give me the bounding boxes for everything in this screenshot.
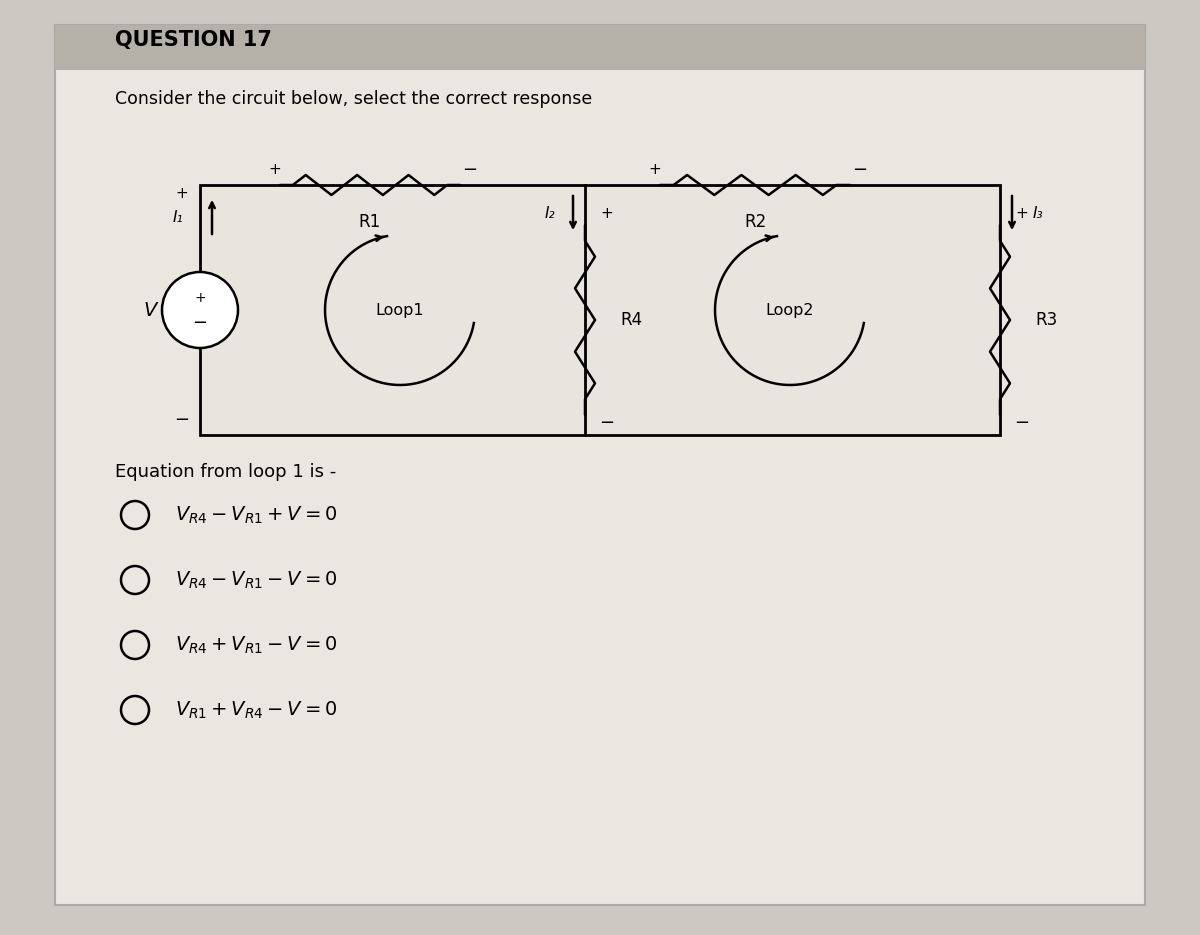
- Text: I₁: I₁: [173, 209, 184, 224]
- Text: −: −: [852, 161, 868, 179]
- Text: −: −: [174, 411, 190, 429]
- Text: QUESTION 17: QUESTION 17: [115, 30, 272, 50]
- Text: Loop1: Loop1: [376, 303, 425, 318]
- Text: R1: R1: [359, 213, 382, 231]
- FancyBboxPatch shape: [55, 25, 1145, 905]
- Text: +: +: [601, 206, 613, 221]
- Text: +: +: [649, 163, 661, 178]
- Text: I₂: I₂: [545, 206, 556, 221]
- Text: I₃: I₃: [1033, 206, 1043, 221]
- Text: R2: R2: [744, 213, 766, 231]
- Circle shape: [162, 272, 238, 348]
- Text: +: +: [1015, 206, 1028, 221]
- Text: −: −: [1014, 414, 1030, 432]
- Text: +: +: [269, 163, 281, 178]
- Text: Equation from loop 1 is -: Equation from loop 1 is -: [115, 463, 336, 481]
- Text: R4: R4: [620, 311, 642, 329]
- Text: −: −: [462, 161, 478, 179]
- Text: Consider the circuit below, select the correct response: Consider the circuit below, select the c…: [115, 90, 593, 108]
- Text: −: −: [192, 314, 208, 332]
- Text: $V_{R4} + V_{R1} - V = 0$: $V_{R4} + V_{R1} - V = 0$: [175, 634, 337, 655]
- Text: R3: R3: [1034, 311, 1057, 329]
- Bar: [55, 25, 1145, 70]
- Text: V: V: [143, 300, 157, 320]
- Text: $V_{R1} + V_{R4} - V = 0$: $V_{R1} + V_{R4} - V = 0$: [175, 699, 337, 721]
- Bar: [200, 185, 1000, 435]
- Text: $V_{R4} - V_{R1} + V = 0$: $V_{R4} - V_{R1} + V = 0$: [175, 504, 337, 525]
- Text: +: +: [194, 291, 206, 305]
- Text: −: −: [600, 414, 614, 432]
- Text: +: +: [175, 185, 188, 200]
- Text: $V_{R4} - V_{R1} - V = 0$: $V_{R4} - V_{R1} - V = 0$: [175, 569, 337, 591]
- Text: Loop2: Loop2: [766, 303, 815, 318]
